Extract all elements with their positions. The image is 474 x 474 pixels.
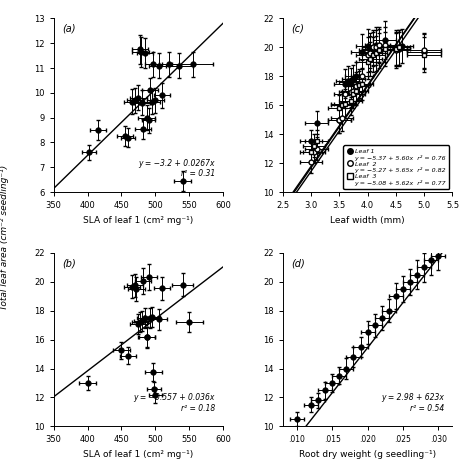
Text: (a): (a)	[62, 24, 75, 34]
X-axis label: SLA of leaf 1 (cm² mg⁻¹): SLA of leaf 1 (cm² mg⁻¹)	[83, 216, 193, 225]
Text: y = −3.2 + 0.0267x
r² = 0.31: y = −3.2 + 0.0267x r² = 0.31	[138, 159, 215, 178]
Legend: Leaf 1, y = −5.37 + 5.60x  r² = 0.76, Leaf  2, y = −5.27 + 5.65x  r² = 0.82, Lea: Leaf 1, y = −5.37 + 5.60x r² = 0.76, Lea…	[343, 146, 449, 189]
X-axis label: SLA of leaf 1 (cm² mg⁻¹): SLA of leaf 1 (cm² mg⁻¹)	[83, 450, 193, 459]
Text: y = 2.98 + 623x
r² = 0.54: y = 2.98 + 623x r² = 0.54	[381, 393, 444, 412]
Text: (b): (b)	[62, 258, 76, 268]
Text: Total leaf area (cm⁻² seedling⁻¹): Total leaf area (cm⁻² seedling⁻¹)	[0, 164, 9, 310]
X-axis label: Root dry weight (g seedling⁻¹): Root dry weight (g seedling⁻¹)	[299, 450, 436, 459]
Text: (c): (c)	[291, 24, 304, 34]
X-axis label: Leaf width (mm): Leaf width (mm)	[330, 216, 405, 225]
Text: y = −0.557 + 0.036x
r² = 0.18: y = −0.557 + 0.036x r² = 0.18	[134, 393, 215, 412]
Text: (d): (d)	[291, 258, 305, 268]
